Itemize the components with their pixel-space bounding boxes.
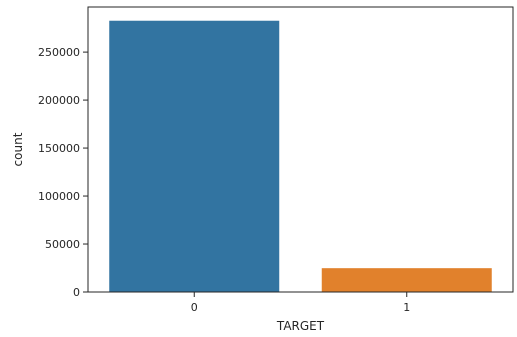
y-tick-label: 100000 xyxy=(38,190,80,203)
bars xyxy=(109,20,492,292)
axes-frame xyxy=(87,6,514,293)
y-tick-label: 0 xyxy=(73,286,80,299)
x-tick-label: 0 xyxy=(191,301,198,314)
bar-0 xyxy=(109,20,280,292)
x-axis-label: TARGET xyxy=(276,319,325,333)
x-tick-label: 1 xyxy=(403,301,410,314)
y-axis-ticks: 0 50000 100000 150000 200000 250000 xyxy=(38,46,88,299)
bar-1 xyxy=(321,268,492,292)
y-tick-label: 200000 xyxy=(38,94,80,107)
y-tick-label: 150000 xyxy=(38,142,80,155)
y-tick-label: 50000 xyxy=(45,238,80,251)
y-tick-label: 250000 xyxy=(38,46,80,59)
y-axis-label: count xyxy=(11,132,25,166)
plot-area-border xyxy=(87,6,514,293)
